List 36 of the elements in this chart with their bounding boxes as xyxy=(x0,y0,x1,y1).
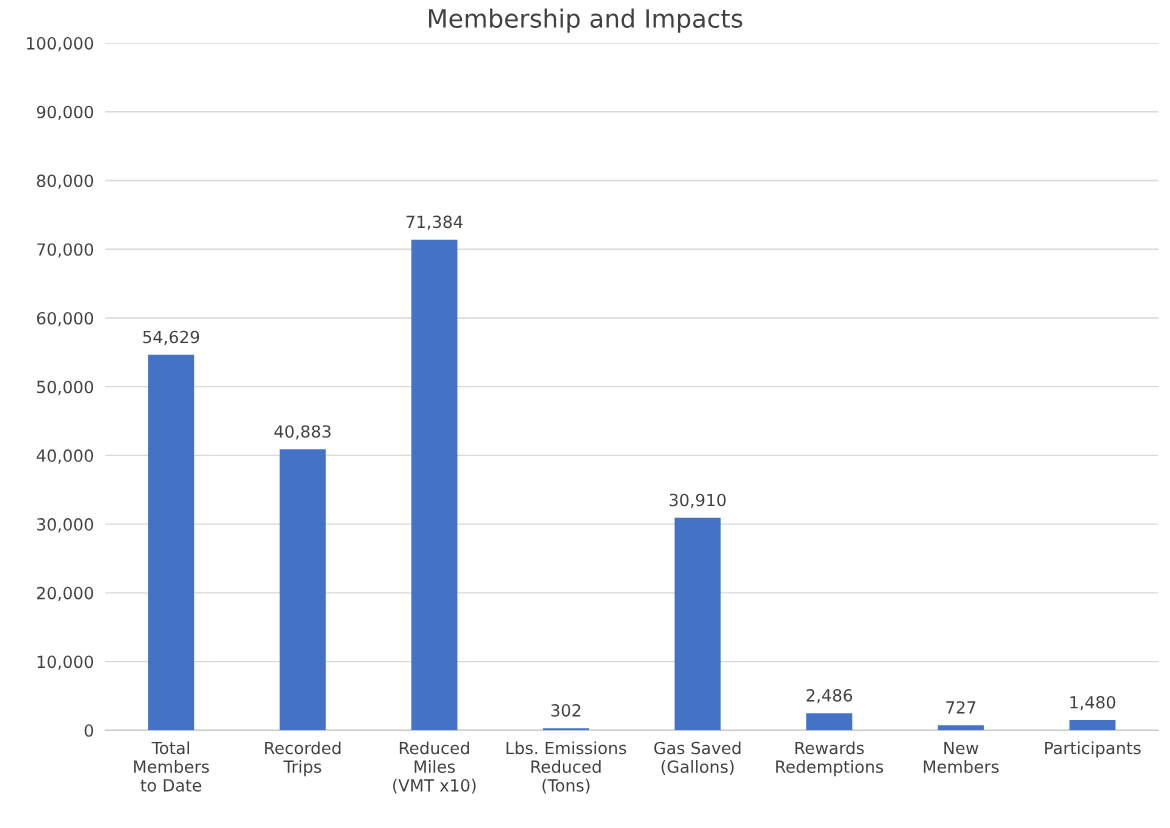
y-tick-label: 10,000 xyxy=(37,655,94,670)
x-tick-label: Reduced Miles (VMT x10) xyxy=(393,741,476,794)
bar xyxy=(148,354,195,731)
y-tick-label: 60,000 xyxy=(37,311,94,327)
x-tick-label: Gas Saved (Gallons) xyxy=(654,741,741,775)
x-tick-label: Total Members to Date xyxy=(134,741,209,792)
y-tick-label: 100,000 xyxy=(27,37,94,52)
bar xyxy=(542,728,590,731)
bar xyxy=(1069,720,1116,731)
x-tick-label: New Members xyxy=(923,741,999,773)
data-label: 40,883 xyxy=(274,425,331,440)
data-label: 302 xyxy=(551,704,581,717)
bar xyxy=(806,713,853,731)
data-label: 1,480 xyxy=(1070,695,1116,711)
y-tick-label: 70,000 xyxy=(37,243,94,258)
x-tick-label: Recorded Trips xyxy=(265,741,341,777)
data-label: 71,384 xyxy=(406,215,463,230)
bar xyxy=(937,725,984,731)
y-tick-label: 90,000 xyxy=(36,105,94,121)
data-label: 30,910 xyxy=(669,493,726,509)
y-tick-label: 80,000 xyxy=(37,174,94,189)
bar xyxy=(279,449,326,731)
y-tick-label: 40,000 xyxy=(36,449,94,464)
x-tick-label: Lbs. Emissions Reduced (Tons) xyxy=(506,741,627,794)
y-tick-label: 30,000 xyxy=(37,518,94,533)
y-tick-label: 0 xyxy=(84,724,94,737)
x-tick-label: Rewards Redemptions xyxy=(776,741,884,777)
y-tick-label: 20,000 xyxy=(37,586,94,602)
bar xyxy=(674,517,721,731)
data-label: 54,629 xyxy=(143,330,200,345)
bar xyxy=(411,239,458,731)
x-tick-label: Participants xyxy=(1045,741,1141,758)
data-label: 727 xyxy=(946,701,976,714)
chart-title: Membership and Impacts xyxy=(428,8,743,33)
data-label: 2,486 xyxy=(806,689,853,704)
y-tick-label: 50,000 xyxy=(37,380,94,395)
